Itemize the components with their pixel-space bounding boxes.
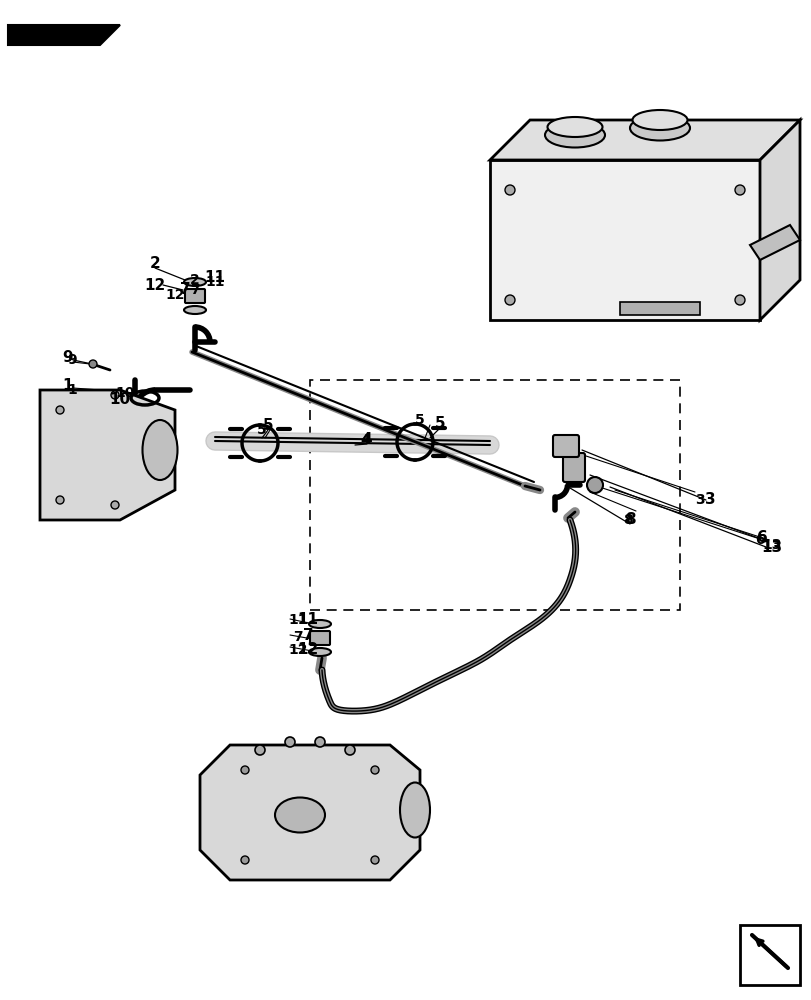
Polygon shape [489,160,759,320]
Circle shape [345,745,354,755]
Text: 12: 12 [144,277,165,292]
Ellipse shape [400,782,430,837]
Circle shape [111,501,119,509]
Polygon shape [489,120,799,160]
Ellipse shape [632,110,687,130]
Circle shape [241,766,249,774]
Circle shape [504,295,514,305]
Text: 12: 12 [165,288,185,302]
Circle shape [734,295,744,305]
Circle shape [371,766,379,774]
Text: 13: 13 [761,540,782,554]
Text: 11: 11 [288,613,307,627]
Text: 7: 7 [179,282,190,298]
Text: 2: 2 [190,273,200,287]
Polygon shape [749,225,799,260]
FancyBboxPatch shape [552,435,578,457]
Polygon shape [620,302,699,315]
Polygon shape [8,25,120,45]
Ellipse shape [184,306,206,314]
Text: 6: 6 [754,533,764,547]
Circle shape [504,185,514,195]
Text: 9: 9 [67,353,77,367]
Ellipse shape [309,648,331,656]
Ellipse shape [629,116,689,141]
Bar [739,925,799,985]
Ellipse shape [142,420,178,480]
Text: 12: 12 [288,643,307,657]
Circle shape [255,745,264,755]
Text: 4: 4 [361,432,372,448]
Text: 8: 8 [624,512,634,528]
Text: 1: 1 [67,383,77,397]
Text: 8: 8 [622,513,632,527]
Text: 11: 11 [204,270,225,286]
Text: 10: 10 [109,392,131,408]
Circle shape [285,737,294,747]
Circle shape [734,185,744,195]
Bar [310,380,679,610]
Text: 6: 6 [756,530,766,546]
Polygon shape [200,745,419,880]
Text: 11: 11 [297,612,318,628]
Circle shape [241,856,249,864]
Text: 5: 5 [414,413,424,427]
Text: 5: 5 [257,423,267,437]
Text: 12: 12 [297,642,318,658]
Text: 3: 3 [694,493,704,507]
Circle shape [111,391,119,399]
FancyBboxPatch shape [185,289,204,303]
Text: 11: 11 [205,275,225,289]
Text: 7: 7 [303,628,313,642]
Circle shape [89,360,97,368]
Text: 2: 2 [149,255,161,270]
FancyBboxPatch shape [562,453,584,482]
Ellipse shape [544,123,604,148]
Text: 1: 1 [62,377,73,392]
Text: 7: 7 [293,630,303,644]
Text: 5: 5 [434,416,444,432]
Text: 3: 3 [704,492,714,508]
Circle shape [56,406,64,414]
Circle shape [586,477,603,493]
Text: 4: 4 [360,433,370,447]
Circle shape [56,496,64,504]
Ellipse shape [184,278,206,286]
Text: 5: 5 [263,418,273,434]
Ellipse shape [275,797,324,832]
Circle shape [371,856,379,864]
Polygon shape [40,390,175,520]
Text: 13: 13 [762,538,781,552]
Polygon shape [759,120,799,320]
Text: 10: 10 [115,386,135,400]
Text: 7: 7 [190,283,200,297]
Ellipse shape [309,620,331,628]
Ellipse shape [547,117,602,137]
Circle shape [315,737,324,747]
Text: 9: 9 [62,350,73,364]
FancyBboxPatch shape [310,631,329,645]
